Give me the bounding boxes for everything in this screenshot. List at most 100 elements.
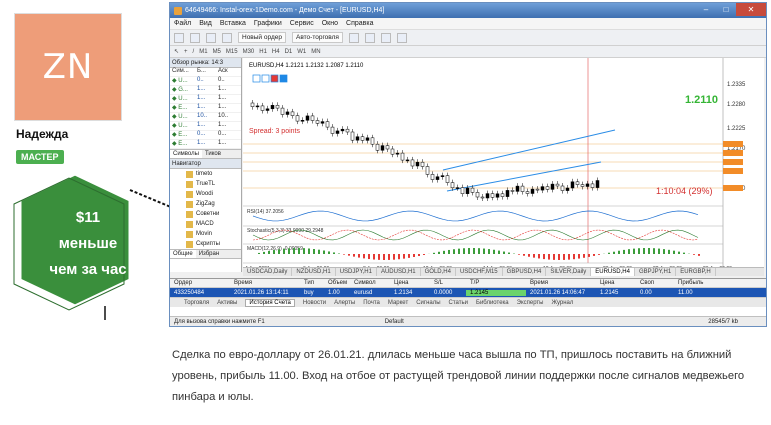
tf-m1[interactable]: M1 [199, 48, 208, 55]
tab-symbols[interactable]: Символы [170, 150, 202, 158]
line-tool-icon[interactable]: / [192, 48, 195, 55]
autotrade-button[interactable]: Авто-торговля [291, 32, 343, 43]
new-chart-icon[interactable] [174, 32, 184, 43]
tab-common[interactable]: Общие [170, 250, 196, 258]
navigator-item[interactable]: Movin [170, 229, 241, 239]
tab-ticks[interactable]: Тиков [204, 151, 221, 157]
chart-tab[interactable]: EURGBP,H [676, 268, 716, 276]
tf-h1[interactable]: H1 [259, 48, 267, 55]
terminal-tab[interactable]: Эксперты [516, 299, 544, 306]
terminal-tab[interactable]: Статьи [448, 299, 468, 306]
list-item[interactable]: ◆ E... 1... 1... [170, 140, 241, 149]
terminal-tab[interactable]: Журнал [551, 299, 574, 306]
chart-tab[interactable]: USDCHF,M15 [456, 268, 503, 276]
indicator-icon [186, 240, 193, 248]
tf-m30[interactable]: M30 [242, 48, 255, 55]
chart-tab[interactable]: NZDUSD,H1 [292, 268, 336, 276]
price-chart[interactable]: 1.23351.22801.22251.21701.2060EURUSD,H4 … [243, 58, 764, 272]
minimize-icon[interactable]: – [703, 5, 709, 14]
terminal-tab[interactable]: Алерты [334, 299, 356, 306]
chart-tab[interactable]: GBPUSD,H4 [503, 268, 547, 276]
navigator-item[interactable]: MACD [170, 219, 241, 229]
menu-help[interactable]: Справка [346, 20, 374, 27]
candle-body [520, 185, 525, 192]
chart-tab[interactable]: AUDUSD,H1 [377, 268, 421, 276]
terminal-tab[interactable]: История Счета [245, 298, 295, 307]
menu-file[interactable]: Файл [174, 20, 192, 27]
terminal-tab[interactable]: Сигналы [416, 299, 441, 306]
chart-tab[interactable]: GBPJPY,H1 [635, 268, 677, 276]
candle-body [255, 105, 260, 108]
terminal-tab[interactable]: Маркет [387, 299, 409, 306]
close-icon[interactable]: ✕ [736, 3, 766, 16]
tab-favorites[interactable]: Избран [198, 251, 220, 257]
chart-tab[interactable]: GOLD,H4 [421, 268, 456, 276]
terminal-tab[interactable]: Торговля [184, 299, 210, 306]
zoom-out-icon[interactable] [396, 32, 407, 43]
navigator-tabs: Общие Избран [170, 249, 241, 259]
profiles-icon[interactable] [190, 32, 200, 43]
callout-graphic [13, 172, 179, 320]
menu-view[interactable]: Вид [199, 20, 212, 27]
terminal-tab[interactable]: Новости [302, 299, 327, 306]
terminal-tab[interactable]: Активы [217, 299, 238, 306]
toolbox-icon [252, 74, 261, 83]
bar-chart-icon[interactable] [348, 32, 359, 43]
chart-tab[interactable]: USDJPY,H1 [336, 268, 377, 276]
terminal-tab[interactable]: Почта [363, 299, 380, 306]
macd-bar [483, 248, 485, 254]
menu-charts[interactable]: Графики [253, 20, 282, 27]
navigator-icon[interactable] [222, 32, 232, 43]
list-item[interactable]: ◆ U... 1... 1... [170, 95, 241, 104]
timer-label: 1:10:04 (29%) [656, 186, 713, 196]
candle-chart-icon[interactable] [364, 32, 375, 43]
candle-body [410, 159, 415, 167]
new-order-button[interactable]: Новый ордер [238, 32, 286, 43]
tf-w1[interactable]: W1 [297, 48, 307, 55]
macd-bar [498, 250, 500, 254]
tf-h4[interactable]: H4 [271, 48, 280, 55]
crosshair-icon[interactable]: + [184, 48, 188, 55]
user-name[interactable]: Надежда [16, 127, 69, 141]
ask-cell: 1... [218, 140, 227, 146]
macd-bar [318, 249, 320, 254]
menu-insert[interactable]: Вставка [219, 20, 246, 27]
list-item[interactable]: ◆ U... 10.. 10.. [170, 113, 241, 122]
menu-window[interactable]: Окно [321, 20, 339, 27]
candle-body [305, 115, 310, 121]
table-row[interactable]: 433250484 2021.01.26 13:14:11 buy 1.00 eurus… [170, 288, 766, 297]
tf-m5[interactable]: M5 [212, 48, 221, 55]
menu-tools[interactable]: Сервис [289, 20, 314, 27]
list-item[interactable]: ◆ U... 1... 1... [170, 122, 241, 131]
tf-mn[interactable]: MN [311, 48, 321, 55]
chart-tab[interactable]: SILVER,Daily [546, 268, 592, 276]
cursor-icon[interactable]: ↖ [174, 49, 180, 55]
navigator-item[interactable]: Советни [170, 209, 241, 219]
tf-m15[interactable]: M15 [225, 48, 238, 55]
navigator-item[interactable]: TrueTL [170, 179, 241, 189]
level-tag [723, 168, 743, 174]
list-item[interactable]: ◆ E... 0... 0... [170, 131, 241, 140]
list-item[interactable]: ◆ U... 0.. 0.. [170, 77, 241, 86]
toolbox-icon [261, 74, 270, 83]
avatar[interactable]: ZN [14, 13, 122, 121]
indicator-icon [186, 200, 193, 208]
left-panel: Обзор рынка: 14:3 Сим... Б... Аск ◆ U...… [170, 58, 242, 272]
market-watch-icon[interactable] [206, 32, 216, 43]
chart-tab[interactable]: EURUSD,H4 [591, 268, 635, 276]
chart-tab[interactable]: USDCAD,Daily [243, 268, 293, 276]
zoom-in-icon[interactable] [380, 32, 391, 43]
navigator-item[interactable]: Скрипты [170, 239, 241, 249]
navigator-item[interactable]: Woodi [170, 189, 241, 199]
navigator-item-label: Советни [196, 211, 220, 217]
tf-d1[interactable]: D1 [284, 48, 293, 55]
list-item[interactable]: ◆ E... 1... 1... [170, 104, 241, 113]
terminal-tab[interactable]: Библиотека [476, 299, 509, 306]
navigator-item[interactable]: timeto [170, 169, 241, 179]
macd-bar [538, 254, 540, 259]
maximize-icon[interactable]: □ [723, 5, 729, 14]
list-item[interactable]: ◆ G... 1... 1... [170, 86, 241, 95]
ask-cell: 0... [218, 131, 227, 137]
navigator-item[interactable]: ZigZag [170, 199, 241, 209]
candle-body [250, 102, 255, 107]
